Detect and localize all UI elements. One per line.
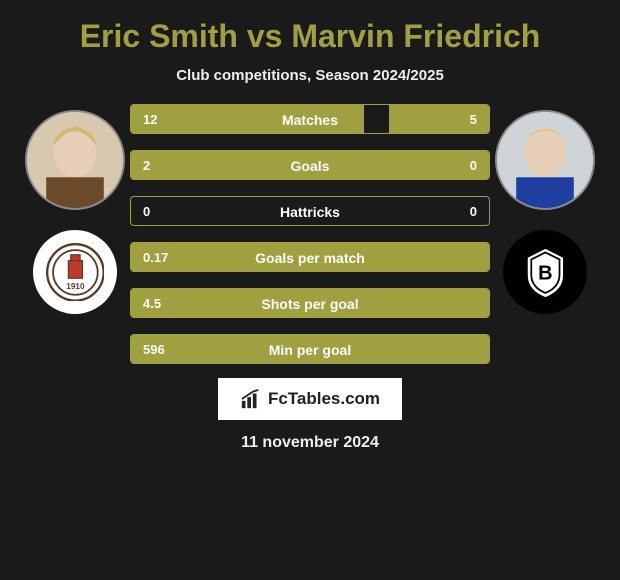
person-icon — [27, 112, 123, 208]
source-text: FcTables.com — [268, 389, 380, 409]
subtitle: Club competitions, Season 2024/2025 — [176, 67, 444, 84]
bar-fill-left — [131, 335, 489, 363]
bar-fill-left — [131, 105, 364, 133]
stat-bars: 12Matches5 2Goals0 0Hattricks0 0.17Goals pe… — [130, 104, 490, 364]
right-column: B — [490, 104, 600, 314]
bar-fill-left — [131, 151, 489, 179]
stat-bar: 2Goals0 — [130, 150, 490, 180]
vs-text: vs — [247, 18, 283, 54]
svg-text:B: B — [538, 262, 552, 284]
bar-fill-left — [131, 243, 489, 271]
player2-club-logo: B — [503, 230, 587, 314]
chart-icon — [240, 388, 262, 410]
stat-value-right: 0 — [470, 197, 477, 226]
bar-fill-right — [389, 105, 489, 133]
main-row: 1910 12Matches5 2Goals0 0Hattricks0 0.17Goa… — [0, 104, 620, 364]
person-icon — [497, 112, 593, 208]
svg-text:1910: 1910 — [66, 281, 85, 290]
stat-value-left: 0 — [143, 197, 150, 226]
stat-bar: 4.5Shots per goal — [130, 288, 490, 318]
bar-fill-left — [131, 289, 489, 317]
source-badge[interactable]: FcTables.com — [218, 378, 402, 420]
player2-name: Marvin Friedrich — [291, 18, 540, 54]
stat-bar: 596Min per goal — [130, 334, 490, 364]
player1-avatar — [25, 110, 125, 210]
borussia-icon: B — [516, 243, 575, 302]
player2-avatar — [495, 110, 595, 210]
stat-label: Hattricks — [131, 197, 489, 226]
stat-bar: 0.17Goals per match — [130, 242, 490, 272]
player1-club-logo: 1910 — [33, 230, 117, 314]
comparison-title: Eric Smith vs Marvin Friedrich — [80, 18, 541, 55]
stat-bar: 12Matches5 — [130, 104, 490, 134]
date-text: 11 november 2024 — [241, 434, 379, 452]
stat-bar: 0Hattricks0 — [130, 196, 490, 226]
st-pauli-icon: 1910 — [46, 243, 105, 302]
left-column: 1910 — [20, 104, 130, 314]
comparison-card: Eric Smith vs Marvin Friedrich Club comp… — [0, 0, 620, 462]
player1-name: Eric Smith — [80, 18, 238, 54]
